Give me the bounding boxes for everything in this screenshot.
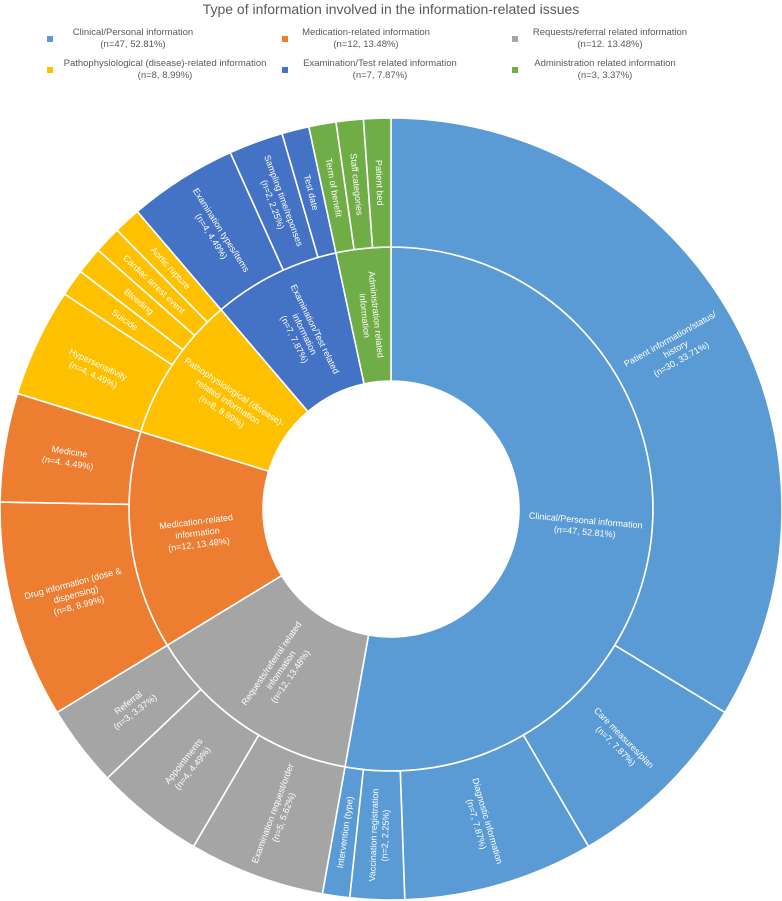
legend-swatch-medication [282,36,288,42]
legend-swatch-patho [47,67,53,73]
legend-detail: (n=8, 8.99%) [137,70,193,81]
legend-item-medication: Medication-related information (n=12, 13… [291,27,441,51]
legend-swatch-admin [512,67,518,73]
legend-item-patho: Pathophysiological (disease)-related inf… [55,58,275,82]
legend-item-requests: Requests/referral related information (n… [520,27,700,51]
inner-label-admin-line: information [357,293,372,338]
legend-detail: (n=12, 13.48%) [333,39,399,50]
legend-detail: (n=12. 13.48%) [577,39,643,50]
legend-item-clinical: Clinical/Personal information (n=47, 52.… [58,27,208,51]
outer-segment-20 [362,117,392,249]
legend-label: Pathophysiological (disease)-related inf… [63,58,267,69]
legend-label: Clinical/Personal information [72,27,194,38]
legend-label: Examination/Test related information [303,58,457,69]
legend-item-exam: Examination/Test related information (n=… [290,58,470,82]
legend-label: Administration related information [534,58,676,69]
outer-segment-0 [390,117,782,714]
legend-swatch-exam [282,67,288,73]
chart-legend: Clinical/Personal information (n=47, 52.… [0,0,782,110]
outer-label-20: Patient bed [374,160,386,206]
outer-label-20-line: Patient bed [374,160,386,206]
legend-detail: (n=3, 3.37%) [577,70,633,81]
legend-label: Requests/referral related information [532,27,688,38]
outer-label-3-line: (n=2, 2.25%) [379,809,391,861]
chart-title: Type of information involved in the info… [202,1,580,17]
outer-label-3: Vaccination registration(n=2, 2.25%) [367,789,392,883]
legend-label: Medication-related information [302,27,430,38]
outer-label-3-line: Vaccination registration [367,789,380,882]
legend-item-admin: Administration related information (n=3,… [520,58,690,82]
legend-detail: (n=7, 7.87%) [352,70,408,81]
legend-swatch-requests [512,36,518,42]
legend-detail: (n=47, 52.81%) [100,39,166,50]
legend-swatch-clinical [47,36,53,42]
